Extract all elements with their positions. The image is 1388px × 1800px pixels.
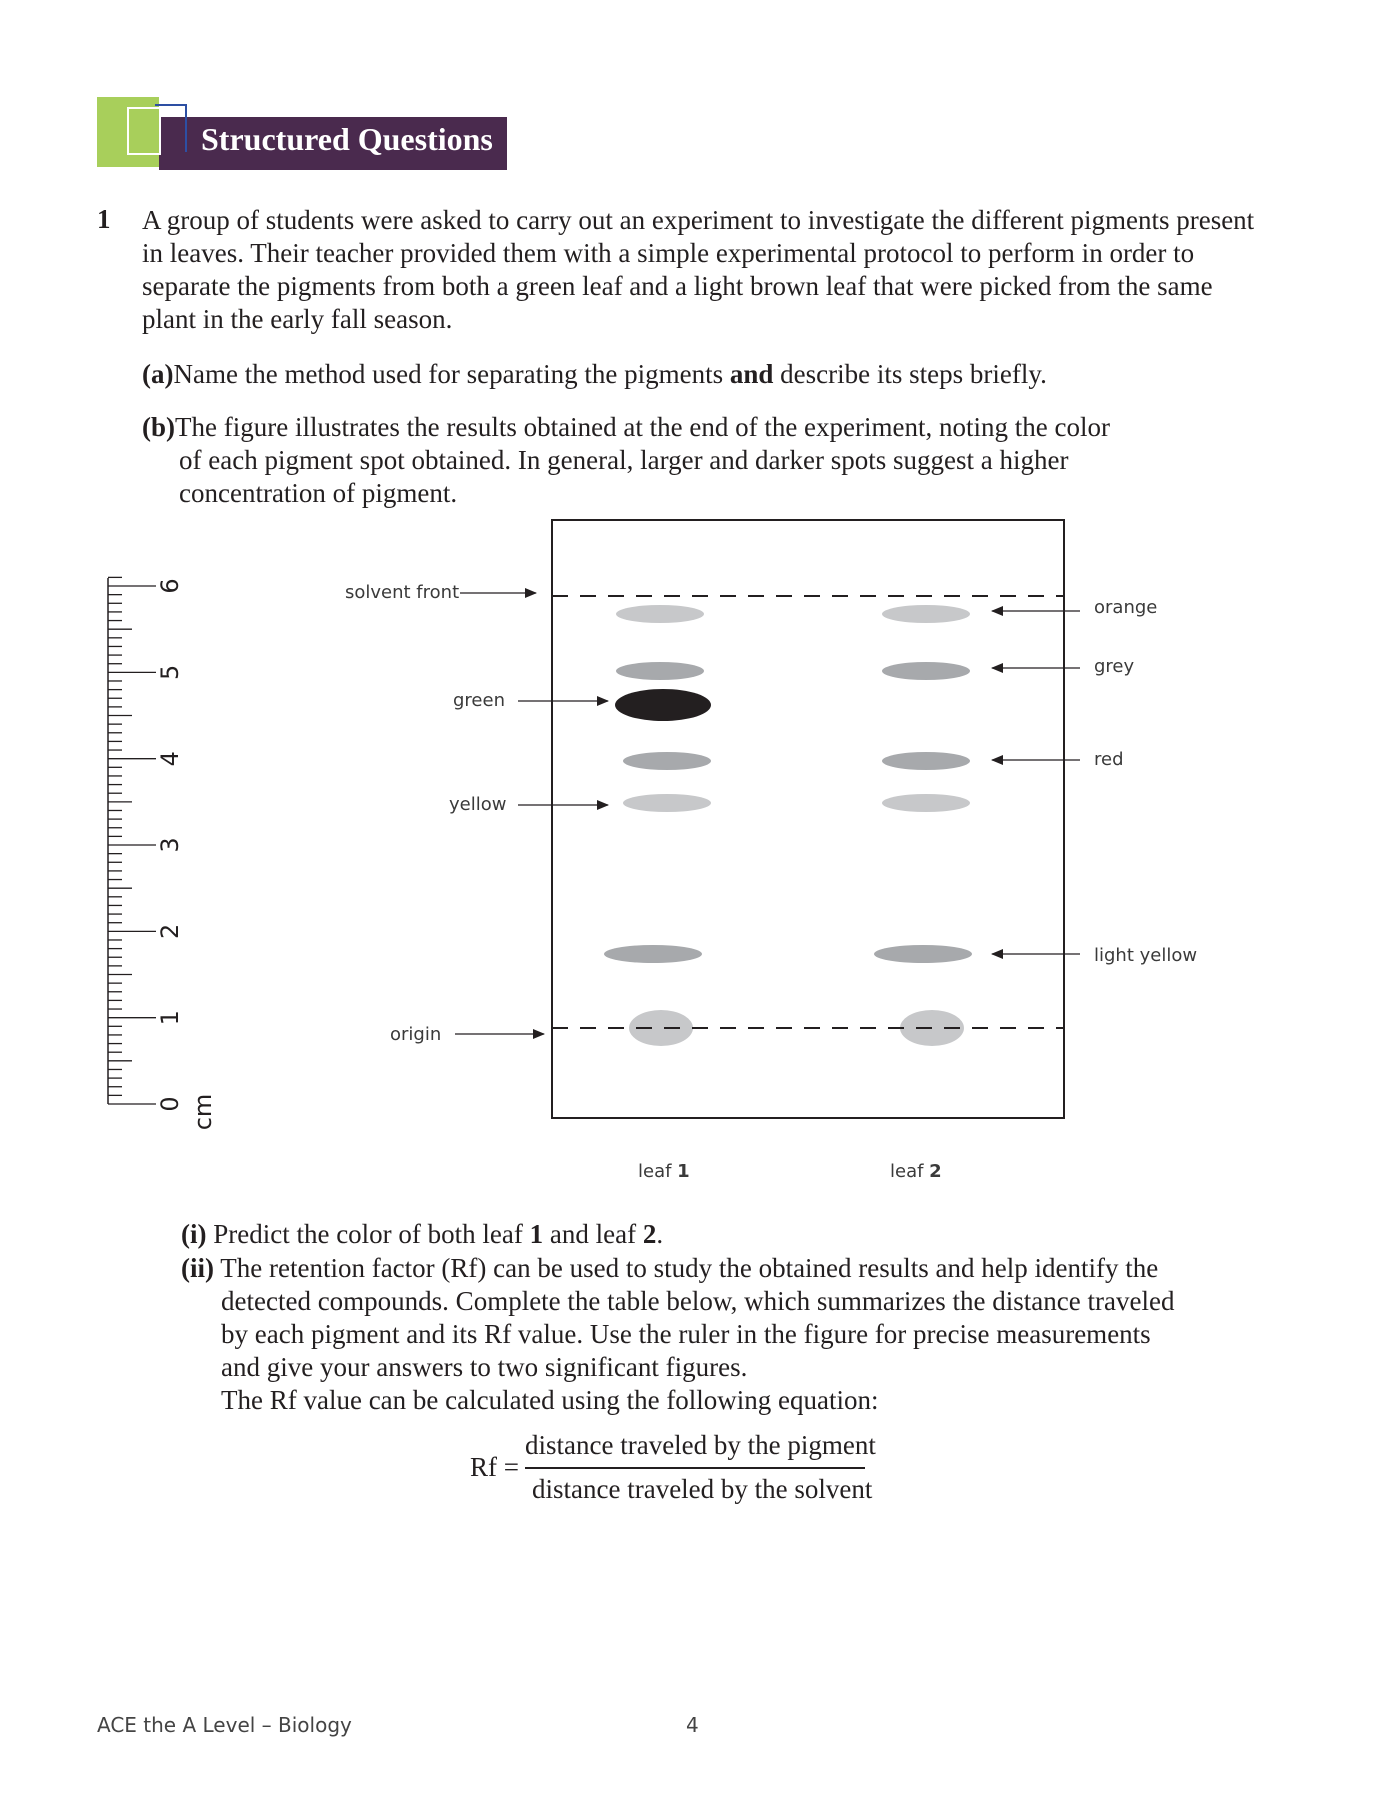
label-origin: origin <box>390 1024 441 1045</box>
leaf-1-spot-light-yellow <box>604 945 702 963</box>
footer-book-title: ACE the A Level – Biology <box>97 1713 352 1737</box>
part-b: (b)The figure illustrates the results ob… <box>142 411 1242 510</box>
question-intro: A group of students were asked to carry … <box>142 205 1255 334</box>
banner-square-accent <box>155 104 187 152</box>
part-i-text-2: and leaf <box>543 1219 643 1249</box>
part-ii-line-2: detected compounds. Complete the table b… <box>221 1286 1175 1316</box>
leaf-2-spot-yellow <box>882 794 970 812</box>
part-a: (a)Name the method used for separating t… <box>142 358 1242 391</box>
part-ii-line-4: and give your answers to two significant… <box>221 1352 748 1382</box>
part-i-text-3: . <box>656 1219 664 1249</box>
part-i-label: (i) <box>181 1219 207 1249</box>
svg-text:5: 5 <box>156 665 184 680</box>
part-i-bold-1: 1 <box>529 1219 544 1249</box>
part-a-label: (a) <box>142 359 174 389</box>
section-title: Structured Questions <box>201 121 493 157</box>
part-b-line-2: of each pigment spot obtained. In genera… <box>179 445 1069 475</box>
leaf-1-spot-origin <box>629 1010 693 1046</box>
formula-fraction-bar <box>525 1467 865 1469</box>
part-a-bold: and <box>729 359 774 389</box>
svg-text:6: 6 <box>156 578 184 593</box>
part-a-text-before: Name the method used for separating the … <box>173 359 730 389</box>
part-ii-line-3: by each pigment and its Rf value. Use th… <box>221 1319 1151 1349</box>
ruler-label-6: 6 <box>156 578 184 593</box>
part-ii-line-1-text: The retention factor (Rf) can be used to… <box>214 1253 1159 1283</box>
ruler-label-5: 5 <box>156 665 184 680</box>
banner-purple-block <box>159 117 507 170</box>
leaf-2-spots <box>874 605 972 1046</box>
part-i-bold-2: 2 <box>642 1219 657 1249</box>
label-grey: grey <box>1094 656 1135 677</box>
lane-label-leaf-2: leaf 2 <box>890 1161 942 1182</box>
ruler: 0 1 2 3 4 5 6 cm <box>107 576 217 1131</box>
label-yellow: yellow <box>449 794 506 815</box>
formula-denominator: distance traveled by the solvent <box>532 1474 873 1504</box>
part-b-line-3: concentration of pigment. <box>179 478 458 508</box>
ruler-label-4: 4 <box>156 751 184 766</box>
leaf-2-spot-orange <box>882 605 970 623</box>
formula-numerator: distance traveled by the pigment <box>525 1430 876 1460</box>
part-b-line-1: The figure illustrates the results obtai… <box>175 412 1110 442</box>
leaf-1-spot-orange <box>616 605 704 623</box>
part-ii: (ii) The retention factor (Rf) can be us… <box>181 1252 1261 1417</box>
lane-label-leaf-1: leaf 1 <box>638 1161 690 1182</box>
ruler-label-3: 3 <box>156 837 184 852</box>
leaf-1-spot-yellow <box>623 794 711 812</box>
part-ii-label: (ii) <box>181 1253 214 1283</box>
leaf-2-spot-light-yellow <box>874 945 972 963</box>
leaf-1-spot-grey <box>616 662 704 680</box>
svg-text:1: 1 <box>156 1010 184 1025</box>
svg-text:4: 4 <box>156 751 184 766</box>
part-ii-line-1: (ii) The retention factor (Rf) can be us… <box>181 1252 1261 1285</box>
label-orange: orange <box>1094 597 1157 618</box>
label-red: red <box>1094 749 1124 770</box>
section-banner: Structured Questions <box>97 97 509 173</box>
footer-page-number: 4 <box>686 1713 699 1737</box>
part-b-label: (b) <box>142 412 175 442</box>
ruler-label-1: 1 <box>156 1010 184 1025</box>
banner-square-outline <box>127 107 161 155</box>
formula-lhs: Rf = <box>470 1452 519 1482</box>
leaf-2-spot-red <box>882 752 970 770</box>
part-a-text-after: describe its steps briefly. <box>773 359 1047 389</box>
leaf-2-spot-grey <box>882 662 970 680</box>
part-ii-line-5: The Rf value can be calculated using the… <box>221 1385 879 1415</box>
svg-text:0: 0 <box>156 1096 184 1111</box>
question-number: 1 <box>97 204 111 234</box>
svg-text:cm: cm <box>189 1094 217 1131</box>
label-green: green <box>453 690 505 711</box>
leaf-1-spot-green <box>615 689 711 721</box>
ruler-unit: cm <box>189 1094 217 1131</box>
part-i-text-1: Predict the color of both leaf <box>206 1219 530 1249</box>
ruler-label-2: 2 <box>156 924 184 939</box>
label-solvent-front: solvent front <box>345 582 459 603</box>
leaf-1-spot-red <box>623 752 711 770</box>
chromatography-paper <box>551 519 1065 1119</box>
svg-text:2: 2 <box>156 924 184 939</box>
label-light-yellow: light yellow <box>1094 945 1197 966</box>
ruler-label-0: 0 <box>156 1096 184 1111</box>
part-i: (i) Predict the color of both leaf 1 and… <box>181 1218 1261 1251</box>
leaf-1-spots <box>604 605 711 1046</box>
ruler-minor-ticks <box>108 576 156 1105</box>
svg-text:3: 3 <box>156 837 184 852</box>
